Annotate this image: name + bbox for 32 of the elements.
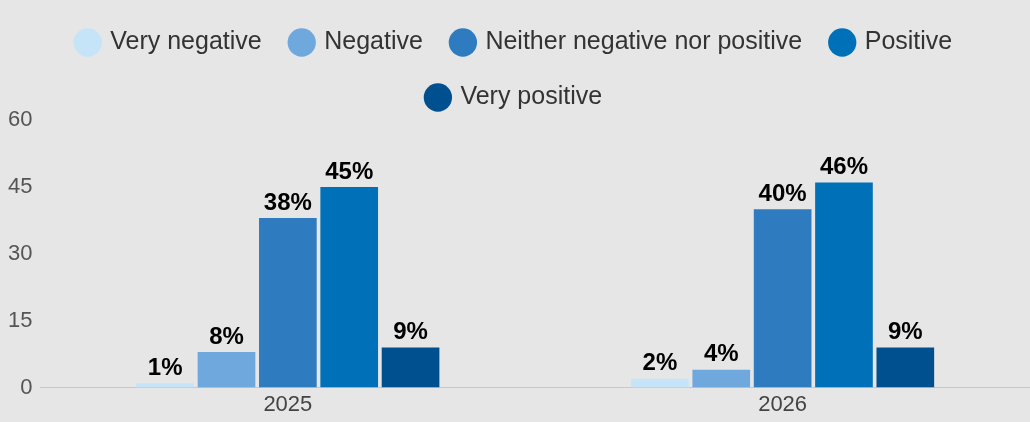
data-label: 40% [758,178,807,206]
bar [381,347,440,388]
x-tick-label: 2025 [263,390,313,416]
bar [320,186,379,388]
y-tick-label: 60 [7,106,33,132]
data-label: 9% [393,317,428,345]
legend-label: Very negative [110,26,262,55]
y-tick-label: 15 [7,306,33,332]
legend-label: Positive [864,26,953,55]
legend-label: Very positive [460,81,603,110]
bar [631,378,689,388]
data-label: 8% [209,321,244,349]
data-label: 45% [325,156,374,184]
bar [259,218,317,388]
data-label: 46% [819,152,868,180]
bar [197,351,256,388]
data-label: 38% [263,187,312,215]
data-label: 2% [642,348,678,376]
bar [692,369,751,388]
bar [753,209,812,388]
bar [136,383,194,388]
bar [815,182,873,388]
legend-label: Neither negative nor positive [485,26,803,55]
y-tick-label: 0 [20,373,33,399]
y-tick-label: 45 [7,172,33,198]
data-label: 1% [147,352,183,380]
y-tick-label: 30 [7,239,33,265]
legend-label: Negative [324,26,423,55]
x-tick-label: 2026 [758,390,808,416]
bar [876,347,935,388]
data-label: 4% [703,339,739,367]
data-label: 9% [887,317,923,345]
